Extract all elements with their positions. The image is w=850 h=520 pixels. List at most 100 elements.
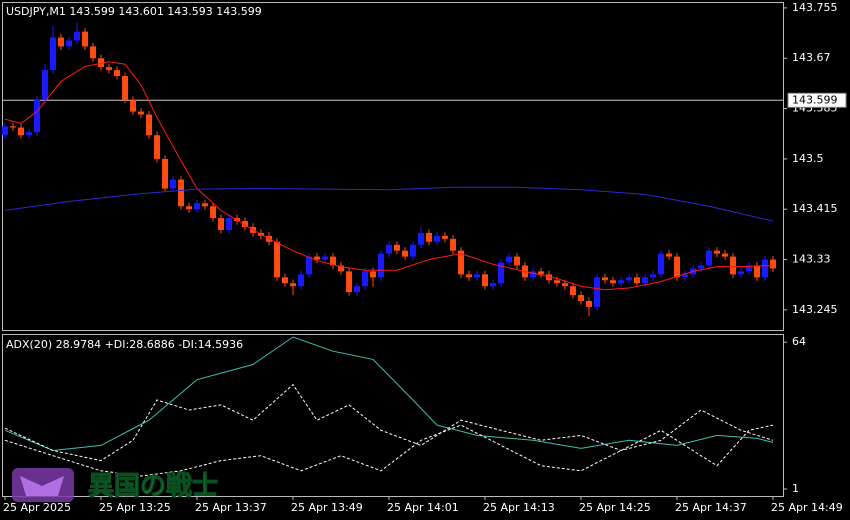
candle-body <box>26 132 32 136</box>
candle-body <box>666 253 672 257</box>
y-tick-label: 143.755 <box>792 1 838 14</box>
candle-body <box>58 37 64 47</box>
candle-body <box>418 232 424 245</box>
x-tick-label: 25 Apr 14:49 <box>771 501 843 514</box>
x-tick-label: 25 Apr 2025 <box>3 501 71 514</box>
candle-body <box>458 250 464 275</box>
candle-body <box>186 206 192 210</box>
candle-body <box>426 232 432 242</box>
candle-body <box>618 280 624 284</box>
candle-body <box>722 253 728 257</box>
candle-body <box>746 265 752 272</box>
candle-body <box>586 300 592 307</box>
candle-body <box>314 256 320 260</box>
y-tick-label: 143.415 <box>792 202 838 215</box>
x-tick-label: 25 Apr 14:01 <box>387 501 459 514</box>
price-label-box <box>787 92 847 108</box>
price-label: 143.599 <box>792 93 838 106</box>
candle-body <box>698 265 704 269</box>
candle-body <box>754 265 760 278</box>
y-tick-label: 143.33 <box>792 253 831 266</box>
candle-body <box>42 70 48 100</box>
main-panel <box>2 2 784 331</box>
candle-body <box>90 46 96 59</box>
candle-body <box>466 274 472 278</box>
candle-body <box>442 235 448 239</box>
candle-body <box>570 286 576 296</box>
indicator-line <box>4 61 774 291</box>
candle-body <box>226 218 232 230</box>
candle-body <box>498 262 504 284</box>
candle-body <box>154 135 160 159</box>
candle-body <box>18 127 24 136</box>
indicator-title: ADX(20) 28.9784 +DI:28.6886 -DI:14.5936 <box>6 338 243 351</box>
chart-title: USDJPY,M1 143.599 143.601 143.593 143.59… <box>6 5 262 18</box>
x-tick-label: 25 Apr 13:25 <box>99 501 171 514</box>
candle-body <box>562 283 568 287</box>
candle-body <box>210 206 216 219</box>
x-tick-label: 25 Apr 13:37 <box>195 501 267 514</box>
y-tick-label: 143.67 <box>792 51 831 64</box>
candle-body <box>434 235 440 242</box>
candle-body <box>338 265 344 272</box>
candle-body <box>482 274 488 287</box>
candle-body <box>114 70 120 77</box>
candle-body <box>218 218 224 230</box>
candle-body <box>610 280 616 284</box>
candle-body <box>346 271 352 293</box>
candle-body <box>170 179 176 189</box>
candle-body <box>242 221 248 227</box>
candle-body <box>290 283 296 287</box>
candle-body <box>410 244 416 257</box>
candle-body <box>282 277 288 284</box>
candle-body <box>138 111 144 115</box>
logo <box>12 468 74 502</box>
candle-body <box>202 203 208 207</box>
y-tick-label: 143.245 <box>792 303 838 316</box>
candle-body <box>2 126 8 136</box>
candle-body <box>162 158 168 189</box>
candle-body <box>602 277 608 281</box>
candle-body <box>642 277 648 284</box>
candle-body <box>634 277 640 284</box>
candle-body <box>378 253 384 278</box>
candle-body <box>178 179 184 207</box>
candle-body <box>330 256 336 266</box>
x-tick-label: 25 Apr 13:49 <box>291 501 363 514</box>
candle-body <box>322 256 328 260</box>
candle-body <box>66 40 72 47</box>
candle-body <box>538 271 544 275</box>
candle-body <box>146 114 152 136</box>
candle-body <box>386 244 392 254</box>
candle-body <box>130 99 136 112</box>
candle-body <box>650 274 656 278</box>
candle-body <box>682 274 688 278</box>
x-tick-label: 25 Apr 14:37 <box>675 501 747 514</box>
candle-body <box>738 271 744 275</box>
indicator-line <box>4 186 774 222</box>
candle-body <box>554 280 560 284</box>
candle-body <box>762 259 768 278</box>
indicator-line <box>4 383 774 462</box>
candle-body <box>194 203 200 210</box>
candle-body <box>514 256 520 266</box>
candle-body <box>626 277 632 281</box>
candle-body <box>658 253 664 275</box>
y-tick-label: 64 <box>792 335 806 348</box>
candle-body <box>714 250 720 254</box>
candle-body <box>298 274 304 287</box>
candle-body <box>370 271 376 278</box>
candle-body <box>274 241 280 278</box>
candle-body <box>474 274 480 278</box>
candle-body <box>546 274 552 281</box>
watermark: 異国の戦士 <box>88 472 218 502</box>
candle-body <box>362 271 368 287</box>
indicator-panel <box>2 334 784 497</box>
candle-body <box>234 218 240 222</box>
candle-body <box>450 238 456 251</box>
candle-body <box>578 295 584 301</box>
candle-body <box>394 244 400 251</box>
candle-body <box>490 283 496 287</box>
candle-body <box>122 76 128 100</box>
